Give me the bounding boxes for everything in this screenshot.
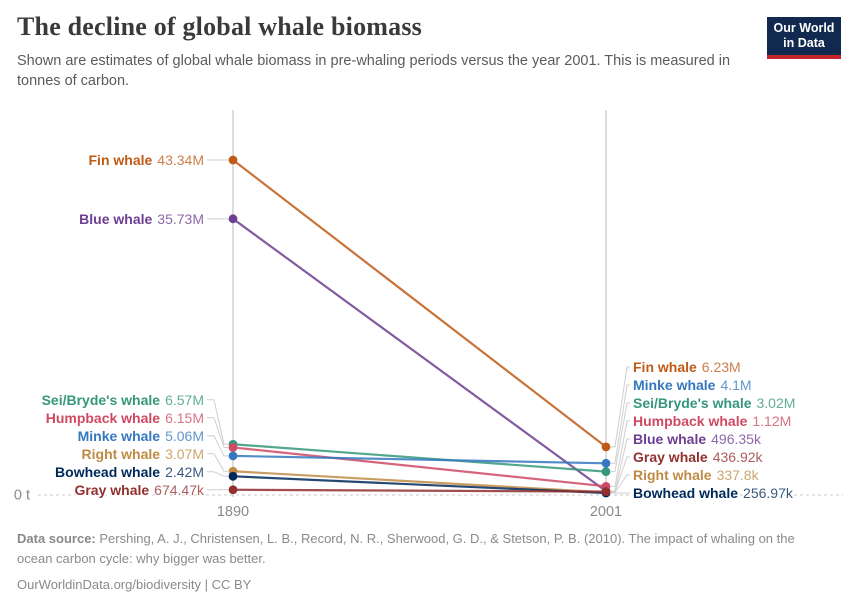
data-point-sei-bryde-s-whale-2001[interactable] <box>601 467 611 477</box>
series-label-fin-whale-left[interactable]: Fin whale 43.34M <box>87 151 206 170</box>
series-name: Minke whale <box>78 428 161 444</box>
data-point-gray-whale-1890[interactable] <box>228 485 238 495</box>
series-line-fin-whale[interactable] <box>232 159 607 448</box>
series-name: Blue whale <box>633 431 706 447</box>
data-source-label: Data source: <box>17 531 96 546</box>
series-label-fin-whale-right[interactable]: Fin whale 6.23M <box>632 358 743 377</box>
series-value: 3.02M <box>757 395 796 411</box>
label-connector-sei-bryde-s-whale-left <box>207 399 228 445</box>
series-value: 496.35k <box>711 431 762 447</box>
series-name: Bowhead whale <box>633 485 738 501</box>
series-label-blue-whale-left[interactable]: Blue whale 35.73M <box>78 209 206 228</box>
series-label-sei-bryde-s-whale-left[interactable]: Sei/Bryde's whale 6.57M <box>40 390 205 409</box>
series-name: Fin whale <box>89 152 153 168</box>
series-line-gray-whale[interactable] <box>232 488 607 493</box>
series-name: Gray whale <box>74 482 149 498</box>
data-point-blue-whale-1890[interactable] <box>228 214 238 224</box>
y-axis-zero-label: 0 t <box>14 488 30 504</box>
label-connector-right-whale-right <box>611 474 630 493</box>
label-connector-bowhead-whale-left <box>207 471 228 477</box>
chart-subtitle: Shown are estimates of global whale biom… <box>17 52 731 90</box>
label-connector-minke-whale-right <box>611 384 630 464</box>
series-label-right-whale-left[interactable]: Right whale 3.07M <box>80 444 205 463</box>
series-label-humpback-whale-right[interactable]: Humpback whale 1.12M <box>632 412 793 431</box>
owid-logo-line1: Our World <box>773 21 835 35</box>
data-point-humpback-whale-1890[interactable] <box>228 443 238 452</box>
series-name: Sei/Bryde's whale <box>42 392 161 408</box>
series-line-humpback-whale[interactable] <box>232 446 607 488</box>
series-name: Fin whale <box>633 359 697 375</box>
series-value: 337.8k <box>717 467 760 483</box>
data-point-fin-whale-2001[interactable] <box>601 442 611 452</box>
series-value: 5.06M <box>165 428 204 444</box>
x-axis-tick-2001: 2001 <box>590 504 622 520</box>
page-title: The decline of global whale biomass <box>17 12 422 41</box>
series-name: Sei/Bryde's whale <box>633 395 752 411</box>
label-connector-minke-whale-left <box>207 435 228 457</box>
series-label-humpback-whale-left[interactable]: Humpback whale 6.15M <box>44 408 205 427</box>
series-line-sei-bryde-s-whale[interactable] <box>232 443 607 473</box>
label-connector-fin-whale-right <box>611 366 630 448</box>
series-name: Humpback whale <box>633 413 748 429</box>
data-point-gray-whale-2001[interactable] <box>601 487 611 497</box>
series-value: 35.73M <box>157 211 204 227</box>
series-name: Bowhead whale <box>55 464 160 480</box>
series-label-minke-whale-right[interactable]: Minke whale 4.1M <box>632 376 754 395</box>
owid-logo[interactable]: Our World in Data <box>767 17 841 59</box>
series-value: 256.97k <box>743 485 794 501</box>
label-connector-humpback-whale-right <box>611 420 630 487</box>
footer-citation-link[interactable]: OurWorldinData.org/biodiversity | CC BY <box>17 577 252 592</box>
data-point-bowhead-whale-1890[interactable] <box>228 471 238 481</box>
label-connector-right-whale-left <box>207 453 228 472</box>
series-label-bowhead-whale-right[interactable]: Bowhead whale 256.97k <box>632 484 796 503</box>
series-name: Right whale <box>633 467 712 483</box>
series-name: Minke whale <box>633 377 716 393</box>
data-source-text: Pershing, A. J., Christensen, L. B., Rec… <box>17 531 795 566</box>
series-value: 43.34M <box>157 152 204 168</box>
series-label-bowhead-whale-left[interactable]: Bowhead whale 2.42M <box>54 462 206 481</box>
series-name: Humpback whale <box>46 410 161 426</box>
series-value: 6.23M <box>702 359 741 375</box>
series-name: Blue whale <box>79 211 152 227</box>
series-name: Gray whale <box>633 449 708 465</box>
label-connector-sei-bryde-s-whale-right <box>611 402 630 473</box>
series-line-minke-whale[interactable] <box>232 454 607 465</box>
series-value: 674.47k <box>154 482 205 498</box>
owid-logo-line2: in Data <box>783 36 825 51</box>
series-label-blue-whale-right[interactable]: Blue whale 496.35k <box>632 430 764 449</box>
series-label-right-whale-right[interactable]: Right whale 337.8k <box>632 466 762 485</box>
series-value: 3.07M <box>165 446 204 462</box>
series-value: 4.1M <box>720 377 751 393</box>
chart-header: The decline of global whale biomass Show… <box>0 0 850 92</box>
series-value: 6.57M <box>165 392 204 408</box>
data-point-fin-whale-1890[interactable] <box>228 155 238 165</box>
series-value: 1.12M <box>752 413 791 429</box>
data-source-note: Data source: Pershing, A. J., Christense… <box>17 529 829 568</box>
x-axis-tick-1890: 1890 <box>217 504 249 520</box>
data-point-minke-whale-2001[interactable] <box>601 458 611 468</box>
series-value: 436.92k <box>713 449 764 465</box>
series-value: 2.42M <box>165 464 204 480</box>
label-connector-gray-whale-right <box>611 456 630 493</box>
series-value: 6.15M <box>165 410 204 426</box>
series-line-blue-whale[interactable] <box>232 217 607 493</box>
series-label-gray-whale-left[interactable]: Gray whale 674.47k <box>73 480 207 499</box>
series-label-gray-whale-right[interactable]: Gray whale 436.92k <box>632 448 766 467</box>
series-line-right-whale[interactable] <box>232 470 607 494</box>
data-point-minke-whale-1890[interactable] <box>228 451 238 461</box>
series-label-minke-whale-left[interactable]: Minke whale 5.06M <box>76 426 205 445</box>
series-name: Right whale <box>82 446 161 462</box>
series-label-sei-bryde-s-whale-right[interactable]: Sei/Bryde's whale 3.02M <box>632 394 797 413</box>
chart-footer: Data source: Pershing, A. J., Christense… <box>17 529 829 595</box>
label-connector-humpback-whale-left <box>207 417 228 448</box>
